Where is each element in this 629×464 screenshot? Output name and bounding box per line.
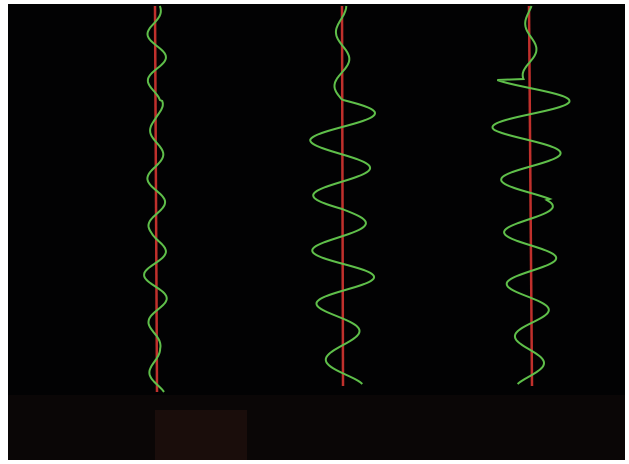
screen-photo xyxy=(0,0,629,464)
screen-lower-band xyxy=(8,395,625,460)
page: Waveforms html, body { margin: 0; paddin… xyxy=(0,0,629,464)
body: {} (() => { JSON.parse(document.getEleme… xyxy=(0,0,629,464)
baseline-2 xyxy=(342,6,343,386)
reflection-patch xyxy=(155,410,247,460)
screen-background xyxy=(8,4,625,460)
